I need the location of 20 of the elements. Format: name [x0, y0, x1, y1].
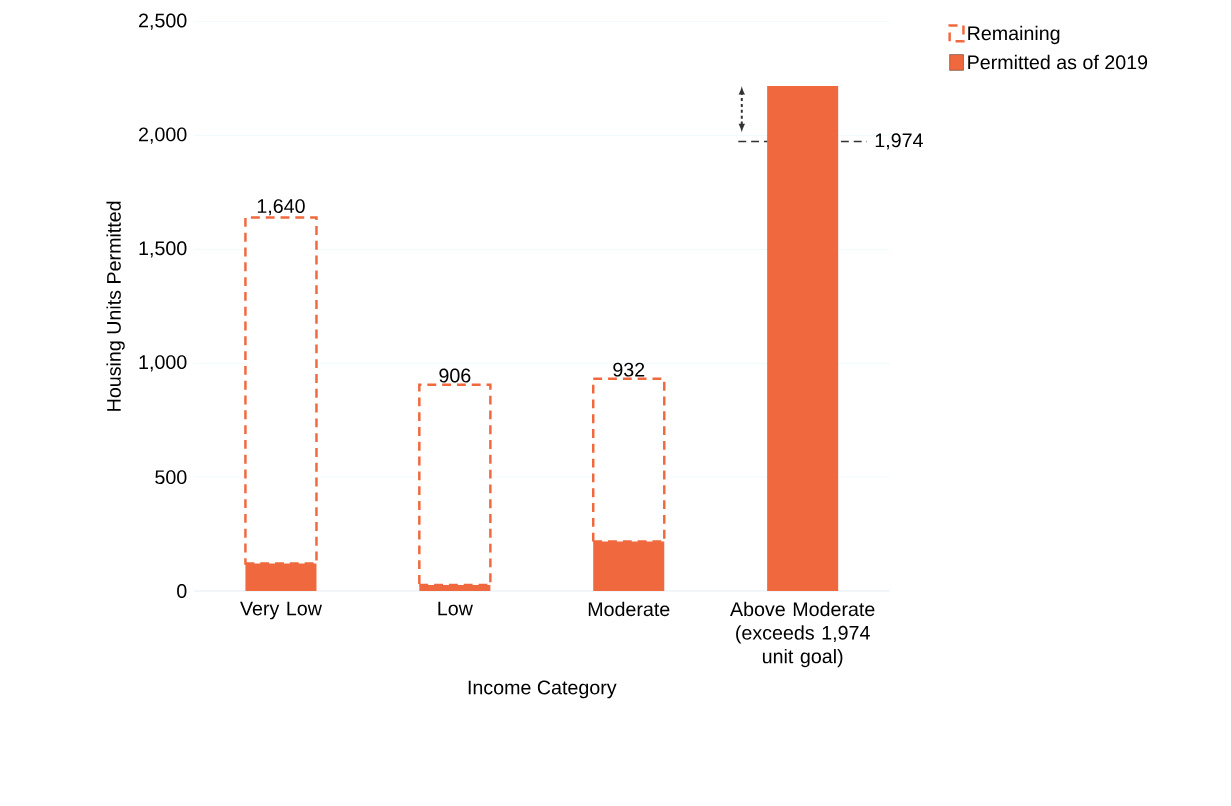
y-axis-title: Housing Units Permitted	[106, 201, 125, 411]
x-tick-label: Moderate	[588, 601, 670, 617]
y-tick-label: 0	[177, 584, 187, 598]
bar	[767, 85, 839, 591]
legend-label: Permitted as of 2019	[968, 54, 1148, 70]
total-label: 1,640	[257, 199, 305, 216]
x-tick-label: Above Moderate (exceeds 1,974 unit goal)	[730, 601, 875, 668]
total-label: 932	[613, 362, 645, 377]
y-tick-label: 2,000	[139, 127, 187, 144]
legend-label: Remaining	[968, 25, 1060, 45]
bar	[418, 383, 492, 587]
y-tick-label: 2,500	[139, 13, 187, 30]
ref-line-label: 1,974	[875, 133, 923, 150]
y-tick-label: 1,000	[139, 355, 187, 372]
x-tick-label: Low	[438, 601, 473, 616]
x-axis-title: Income Category	[468, 680, 617, 699]
total-label: 906	[439, 368, 471, 383]
y-tick-label: 1,500	[139, 241, 187, 258]
y-tick-label: 500	[155, 470, 187, 485]
x-tick-label: Very Low	[240, 601, 322, 620]
